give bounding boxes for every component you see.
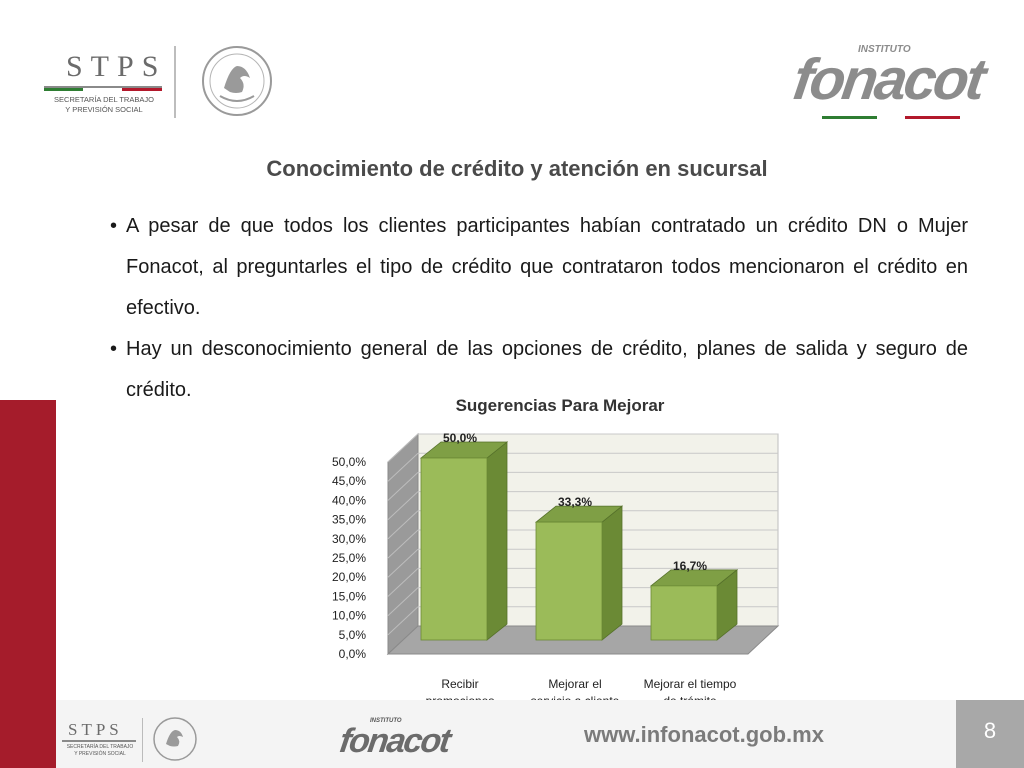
footer-stps-subtitle-line2: Y PREVISIÓN SOCIAL xyxy=(74,751,126,757)
chart-gridline xyxy=(387,587,419,616)
stps-subtitle: SECRETARÍA DEL TRABAJO Y PREVISIÓN SOCIA… xyxy=(44,95,164,115)
y-tick-label: 15,0% xyxy=(332,589,366,603)
website-link[interactable]: www.infonacot.gob.mx xyxy=(584,722,824,747)
x-category-label: Mejorar el tiempo xyxy=(644,677,737,691)
y-tick-label: 45,0% xyxy=(332,474,366,488)
bar xyxy=(420,457,488,641)
footer-stps-subtitle-line1: SECRETARÍA DEL TRABAJO xyxy=(66,744,134,750)
stps-logo-rule xyxy=(44,86,162,88)
fonacot-logo: fonacot xyxy=(789,47,988,112)
fonacot-institute-label: INSTITUTO xyxy=(858,44,911,55)
footer-divider xyxy=(142,718,143,762)
stps-subtitle-line1: SECRETARÍA DEL TRABAJO xyxy=(54,95,154,104)
footer-stps-logo-text: STPS xyxy=(68,720,123,739)
footer-coat-of-arms-icon xyxy=(153,717,197,761)
chart-gridline xyxy=(387,472,419,501)
page-number: 8 xyxy=(983,718,997,743)
y-tick-label: 0,0% xyxy=(339,647,367,661)
stps-subtitle-line2: Y PREVISIÓN SOCIAL xyxy=(65,105,143,114)
footer-fonacot-logo: fonacot xyxy=(337,722,452,760)
chart-gridline xyxy=(387,510,419,540)
footer-stps-subtitle: SECRETARÍA DEL TRABAJO Y PREVISIÓN SOCIA… xyxy=(60,744,140,758)
header-divider xyxy=(174,46,176,118)
y-tick-label: 25,0% xyxy=(332,551,366,565)
bullet-item: • A pesar de que todos los clientes part… xyxy=(110,206,968,329)
chart-gridline xyxy=(387,452,419,482)
bullet-text: A pesar de que todos los clientes partic… xyxy=(126,215,968,319)
chart-gridline xyxy=(387,548,419,578)
footer-fonacot-institute-label: INSTITUTO xyxy=(370,718,402,724)
data-label: 33,3% xyxy=(558,495,592,509)
footer-stps-rule xyxy=(62,740,136,742)
x-category-label: Recibir xyxy=(441,677,478,691)
bullet-marker: • xyxy=(110,215,118,237)
page-number-box xyxy=(956,700,1024,768)
x-category-label: Mejorar el xyxy=(548,677,601,691)
bullet-list: • A pesar de que todos los clientes part… xyxy=(110,206,968,411)
chart-gridline xyxy=(387,529,419,559)
data-label: 50,0% xyxy=(443,431,477,445)
y-tick-label: 50,0% xyxy=(332,455,366,469)
y-tick-label: 10,0% xyxy=(332,609,366,623)
bullet-item: • Hay un desconocimiento general de las … xyxy=(110,329,968,411)
accent-side-bar xyxy=(0,400,56,768)
fonacot-flag-stripe xyxy=(822,116,960,119)
chart-gridline xyxy=(387,606,419,636)
bar-chart: 0,0% 5,0% 10,0% 15,0% 20,0% 25,0% 30,0% 35,0% 40… xyxy=(332,431,780,708)
y-tick-label: 5,0% xyxy=(339,628,367,642)
chart-gridline xyxy=(387,433,419,463)
y-tick-label: 20,0% xyxy=(332,570,366,584)
bullet-text: Hay un desconocimiento general de las op… xyxy=(126,338,968,401)
mexico-coat-of-arms-icon xyxy=(202,46,272,116)
bar-side xyxy=(486,441,508,641)
y-tick-label: 40,0% xyxy=(332,493,366,507)
bullet-marker: • xyxy=(110,338,118,360)
stps-flag-stripe xyxy=(44,88,162,91)
y-tick-label: 30,0% xyxy=(332,532,366,546)
bar-side xyxy=(601,505,623,641)
footer-band xyxy=(56,700,1024,768)
stps-logo-text: STPS xyxy=(66,50,167,83)
chart-gridline xyxy=(387,491,419,520)
bar xyxy=(650,585,718,641)
chart-gridline xyxy=(387,568,419,597)
chart-title: Sugerencias Para Mejorar xyxy=(455,396,665,415)
data-label: 16,7% xyxy=(673,559,707,573)
bar xyxy=(535,521,603,641)
slide-title: Conocimiento de crédito y atención en su… xyxy=(266,156,768,181)
y-tick-label: 35,0% xyxy=(332,513,366,527)
